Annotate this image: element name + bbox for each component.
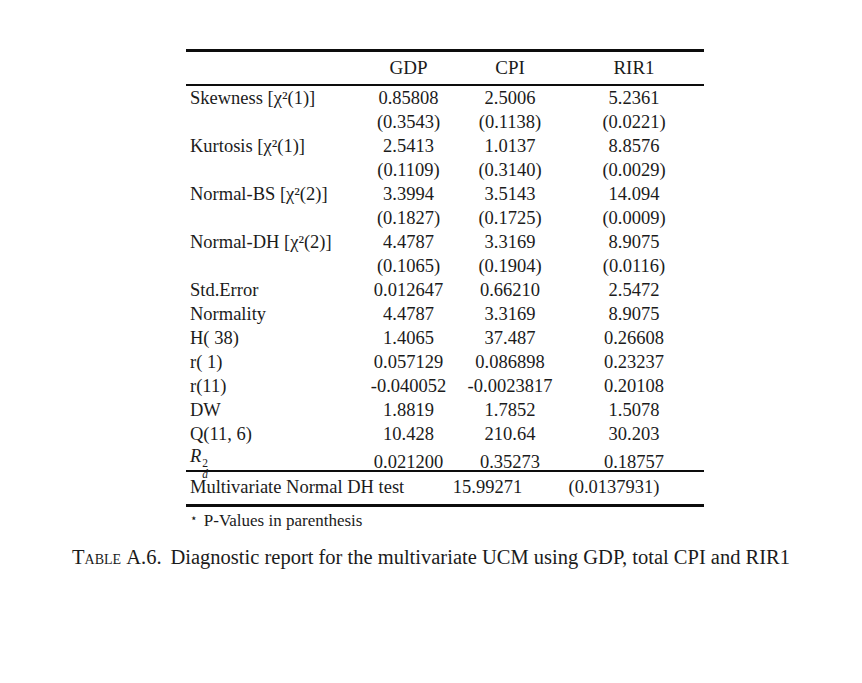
table-footnote: ⋆ P-Values in parenthesis — [186, 507, 704, 537]
row-label: r( 1) — [186, 352, 361, 373]
row-label: DW — [186, 400, 361, 421]
value-cell: 0.057129 — [361, 352, 456, 373]
value-cell: -0.0023817 — [456, 376, 564, 397]
row-label: Normal-BS [χ²(2)] — [186, 184, 361, 205]
table-row: Normal-DH [χ²(2)]4.47873.31698.9075 — [186, 230, 704, 254]
table-row: H( 38)1.406537.4870.26608 — [186, 326, 704, 350]
value-cell: 10.428 — [361, 424, 456, 445]
value-cell: 3.5143 — [456, 184, 564, 205]
table-header-row: GDP CPI RIR1 — [186, 52, 704, 84]
caption-number: A.6. — [126, 546, 161, 568]
value-cell: 1.4065 — [361, 328, 456, 349]
table-row: Normal-BS [χ²(2)]3.39943.514314.094 — [186, 182, 704, 206]
column-header-cpi: CPI — [456, 57, 564, 79]
row-label: Skewness [χ²(1)] — [186, 88, 361, 109]
table-row: DW1.88191.78521.5078 — [186, 398, 704, 422]
row-label: H( 38) — [186, 328, 361, 349]
table-row: R2d0.0212000.352730.18757 — [186, 446, 704, 470]
footnote-star-icon: ⋆ — [190, 511, 200, 525]
row-label: Normality — [186, 304, 361, 325]
table-row-pvalues: (0.1065)(0.1904)(0.0116) — [186, 254, 704, 278]
value-cell: 8.9075 — [564, 232, 704, 253]
value-cell: 0.021200 — [361, 452, 456, 473]
pvalue-cell: (0.0116) — [564, 256, 704, 277]
pvalue-cell: (0.3140) — [456, 160, 564, 181]
value-cell: 0.086898 — [456, 352, 564, 373]
table-row: Kurtosis [χ²(1)]2.54131.01378.8576 — [186, 134, 704, 158]
value-cell: 4.4787 — [361, 232, 456, 253]
value-cell: 3.3994 — [361, 184, 456, 205]
summary-pvalue: (0.0137931) — [555, 477, 673, 498]
value-cell: 0.35273 — [456, 452, 564, 473]
value-cell: 0.66210 — [456, 280, 564, 301]
value-cell: 2.5472 — [564, 280, 704, 301]
table-row: Q(11, 6)10.428210.6430.203 — [186, 422, 704, 446]
value-cell: 2.5006 — [456, 88, 564, 109]
value-cell: 5.2361 — [564, 88, 704, 109]
value-cell: 210.64 — [456, 424, 564, 445]
table-row: r( 1)0.0571290.0868980.23237 — [186, 350, 704, 374]
value-cell: 1.7852 — [456, 400, 564, 421]
pvalue-cell: (0.1138) — [456, 112, 564, 133]
value-cell: 0.18757 — [564, 452, 704, 473]
value-cell: 2.5413 — [361, 136, 456, 157]
value-cell: 3.3169 — [456, 304, 564, 325]
table-caption: Table A.6. Diagnostic report for the mult… — [0, 543, 862, 572]
pvalue-cell: (0.1065) — [361, 256, 456, 277]
table-row-pvalues: (0.3543)(0.1138)(0.0221) — [186, 110, 704, 134]
value-cell: 8.9075 — [564, 304, 704, 325]
row-label: Normal-DH [χ²(2)] — [186, 232, 361, 253]
value-cell: 8.8576 — [564, 136, 704, 157]
value-cell: 0.012647 — [361, 280, 456, 301]
caption-body: Diagnostic report for the multivariate U… — [171, 546, 790, 568]
value-cell: -0.040052 — [361, 376, 456, 397]
pvalue-cell: (0.0029) — [564, 160, 704, 181]
table-row-pvalues: (0.1109)(0.3140)(0.0029) — [186, 158, 704, 182]
row-label: r(11) — [186, 376, 361, 397]
value-cell: 1.0137 — [456, 136, 564, 157]
table-row-pvalues: (0.1827)(0.1725)(0.0009) — [186, 206, 704, 230]
value-cell: 1.8819 — [361, 400, 456, 421]
diagnostic-table: GDP CPI RIR1 Skewness [χ²(1)]0.858082.50… — [186, 49, 704, 537]
pvalue-cell: (0.0221) — [564, 112, 704, 133]
summary-label: Multivariate Normal DH test — [186, 477, 420, 498]
value-cell: 14.094 — [564, 184, 704, 205]
table-caption-text: Table A.6. Diagnostic report for the mult… — [72, 543, 790, 572]
summary-value: 15.99271 — [420, 477, 555, 498]
table-row: r(11)-0.040052-0.00238170.20108 — [186, 374, 704, 398]
footnote-text: P-Values in parenthesis — [204, 511, 363, 530]
summary-row: Multivariate Normal DH test 15.99271 (0.… — [186, 472, 704, 504]
table-row: Std.Error0.0126470.662102.5472 — [186, 278, 704, 302]
pvalue-cell: (0.1827) — [361, 208, 456, 229]
pvalue-cell: (0.1725) — [456, 208, 564, 229]
pvalue-cell: (0.0009) — [564, 208, 704, 229]
value-cell: 0.85808 — [361, 88, 456, 109]
value-cell: 0.26608 — [564, 328, 704, 349]
value-cell: 0.20108 — [564, 376, 704, 397]
column-header-rir1: RIR1 — [564, 57, 704, 79]
pvalue-cell: (0.1109) — [361, 160, 456, 181]
value-cell: 4.4787 — [361, 304, 456, 325]
value-cell: 30.203 — [564, 424, 704, 445]
value-cell: 0.23237 — [564, 352, 704, 373]
row-label: Q(11, 6) — [186, 424, 361, 445]
column-header-gdp: GDP — [361, 57, 456, 79]
row-label: Kurtosis [χ²(1)] — [186, 136, 361, 157]
table-body: Skewness [χ²(1)]0.858082.50065.2361(0.35… — [186, 86, 704, 470]
table-row: Normality4.47873.31698.9075 — [186, 302, 704, 326]
value-cell: 1.5078 — [564, 400, 704, 421]
caption-tag: Table — [72, 546, 121, 568]
value-cell: 37.487 — [456, 328, 564, 349]
row-label: R2d — [186, 446, 361, 480]
table-row: Skewness [χ²(1)]0.858082.50065.2361 — [186, 86, 704, 110]
pvalue-cell: (0.3543) — [361, 112, 456, 133]
math-symbol-base: R — [190, 446, 201, 466]
row-label: Std.Error — [186, 280, 361, 301]
pvalue-cell: (0.1904) — [456, 256, 564, 277]
value-cell: 3.3169 — [456, 232, 564, 253]
